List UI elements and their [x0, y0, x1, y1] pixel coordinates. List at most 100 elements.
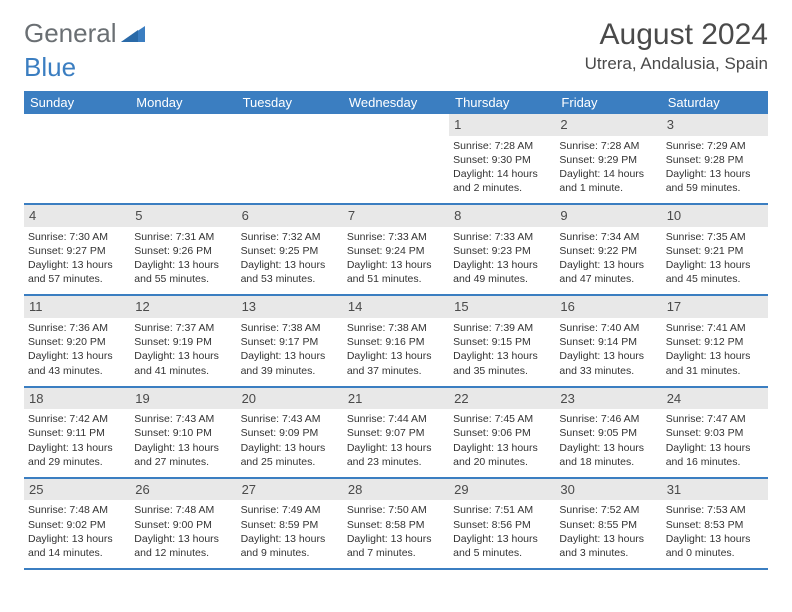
sunset-line: Sunset: 9:16 PM	[347, 335, 445, 349]
daylight-line: Daylight: 13 hours and 3 minutes.	[559, 532, 657, 560]
day-cell: 8Sunrise: 7:33 AMSunset: 9:23 PMDaylight…	[449, 205, 555, 294]
calendar: SundayMondayTuesdayWednesdayThursdayFrid…	[24, 91, 768, 570]
sunrise-line: Sunrise: 7:38 AM	[347, 321, 445, 335]
day-number-row: 8	[449, 205, 555, 227]
day-number-row: 5	[130, 205, 236, 227]
day-number-row: 17	[662, 296, 768, 318]
sunrise-line: Sunrise: 7:43 AM	[134, 412, 232, 426]
sunset-line: Sunset: 9:10 PM	[134, 426, 232, 440]
daylight-line: Daylight: 13 hours and 59 minutes.	[666, 167, 764, 195]
sunset-line: Sunset: 9:27 PM	[28, 244, 126, 258]
day-number: 15	[454, 299, 468, 314]
day-cell: 13Sunrise: 7:38 AMSunset: 9:17 PMDayligh…	[237, 296, 343, 385]
daylight-line: Daylight: 13 hours and 53 minutes.	[241, 258, 339, 286]
sunrise-line: Sunrise: 7:29 AM	[666, 139, 764, 153]
day-number: 10	[667, 208, 681, 223]
daylight-line: Daylight: 13 hours and 9 minutes.	[241, 532, 339, 560]
day-number: 24	[667, 391, 681, 406]
daylight-line: Daylight: 13 hours and 35 minutes.	[453, 349, 551, 377]
day-number-row: 12	[130, 296, 236, 318]
day-number: 28	[348, 482, 362, 497]
day-cell: 5Sunrise: 7:31 AMSunset: 9:26 PMDaylight…	[130, 205, 236, 294]
day-number-row: 9	[555, 205, 661, 227]
day-number: 22	[454, 391, 468, 406]
sunset-line: Sunset: 9:25 PM	[241, 244, 339, 258]
sunset-line: Sunset: 9:15 PM	[453, 335, 551, 349]
day-number: 20	[242, 391, 256, 406]
daylight-line: Daylight: 13 hours and 18 minutes.	[559, 441, 657, 469]
day-number-row: 15	[449, 296, 555, 318]
day-number-row: 27	[237, 479, 343, 501]
day-number-row	[237, 114, 343, 118]
day-number-row: 26	[130, 479, 236, 501]
sunrise-line: Sunrise: 7:32 AM	[241, 230, 339, 244]
day-cell: 23Sunrise: 7:46 AMSunset: 9:05 PMDayligh…	[555, 388, 661, 477]
daylight-line: Daylight: 13 hours and 43 minutes.	[28, 349, 126, 377]
day-number: 5	[135, 208, 142, 223]
month-title: August 2024	[585, 18, 768, 52]
day-number-row	[130, 114, 236, 118]
day-cell: 19Sunrise: 7:43 AMSunset: 9:10 PMDayligh…	[130, 388, 236, 477]
day-number-row: 1	[449, 114, 555, 136]
sunset-line: Sunset: 9:21 PM	[666, 244, 764, 258]
day-header: Wednesday	[343, 91, 449, 114]
day-number-row: 23	[555, 388, 661, 410]
day-cell: 28Sunrise: 7:50 AMSunset: 8:58 PMDayligh…	[343, 479, 449, 568]
sunrise-line: Sunrise: 7:30 AM	[28, 230, 126, 244]
day-header: Tuesday	[237, 91, 343, 114]
day-number-row: 16	[555, 296, 661, 318]
day-cell: 22Sunrise: 7:45 AMSunset: 9:06 PMDayligh…	[449, 388, 555, 477]
day-cell: 18Sunrise: 7:42 AMSunset: 9:11 PMDayligh…	[24, 388, 130, 477]
sunrise-line: Sunrise: 7:46 AM	[559, 412, 657, 426]
day-number-row: 24	[662, 388, 768, 410]
daylight-line: Daylight: 13 hours and 0 minutes.	[666, 532, 764, 560]
day-cell: 9Sunrise: 7:34 AMSunset: 9:22 PMDaylight…	[555, 205, 661, 294]
day-cell: 27Sunrise: 7:49 AMSunset: 8:59 PMDayligh…	[237, 479, 343, 568]
day-number: 4	[29, 208, 36, 223]
day-number-row: 20	[237, 388, 343, 410]
daylight-line: Daylight: 13 hours and 23 minutes.	[347, 441, 445, 469]
day-cell: 15 Sunrise: 7:39 AMSunset: 9:15 PMDayligh…	[449, 296, 555, 385]
day-cell: 11Sunrise: 7:36 AMSunset: 9:20 PMDayligh…	[24, 296, 130, 385]
sunrise-line: Sunrise: 7:37 AM	[134, 321, 232, 335]
sunrise-line: Sunrise: 7:39 AM	[453, 321, 551, 335]
day-number-row: 19	[130, 388, 236, 410]
sunrise-line: Sunrise: 7:50 AM	[347, 503, 445, 517]
sunset-line: Sunset: 9:07 PM	[347, 426, 445, 440]
logo-text-1: General	[24, 18, 117, 49]
sunrise-line: Sunrise: 7:38 AM	[241, 321, 339, 335]
sunrise-line: Sunrise: 7:52 AM	[559, 503, 657, 517]
day-number: 27	[242, 482, 256, 497]
daylight-line: Daylight: 13 hours and 45 minutes.	[666, 258, 764, 286]
day-header: Monday	[130, 91, 236, 114]
day-cell: 20Sunrise: 7:43 AMSunset: 9:09 PMDayligh…	[237, 388, 343, 477]
sunrise-line: Sunrise: 7:36 AM	[28, 321, 126, 335]
week-row: 18Sunrise: 7:42 AMSunset: 9:11 PMDayligh…	[24, 388, 768, 479]
day-number-row: 30	[555, 479, 661, 501]
sunset-line: Sunset: 9:24 PM	[347, 244, 445, 258]
sunset-line: Sunset: 9:00 PM	[134, 518, 232, 532]
day-number: 8	[454, 208, 461, 223]
day-number-row: 21	[343, 388, 449, 410]
day-cell: 30Sunrise: 7:52 AMSunset: 8:55 PMDayligh…	[555, 479, 661, 568]
sunset-line: Sunset: 9:12 PM	[666, 335, 764, 349]
day-number-row	[24, 114, 130, 118]
day-number-row	[343, 114, 449, 118]
sunrise-line: Sunrise: 7:51 AM	[453, 503, 551, 517]
day-cell: 3Sunrise: 7:29 AMSunset: 9:28 PMDaylight…	[662, 114, 768, 203]
sunset-line: Sunset: 9:29 PM	[559, 153, 657, 167]
day-number-row: 11	[24, 296, 130, 318]
day-number-row: 6	[237, 205, 343, 227]
sunset-line: Sunset: 8:53 PM	[666, 518, 764, 532]
daylight-line: Daylight: 13 hours and 25 minutes.	[241, 441, 339, 469]
day-number: 7	[348, 208, 355, 223]
logo-triangle-icon	[121, 24, 147, 44]
day-cell: 1Sunrise: 7:28 AMSunset: 9:30 PMDaylight…	[449, 114, 555, 203]
day-number: 14	[348, 299, 362, 314]
sunset-line: Sunset: 9:22 PM	[559, 244, 657, 258]
sunrise-line: Sunrise: 7:48 AM	[28, 503, 126, 517]
day-number-row: 28	[343, 479, 449, 501]
daylight-line: Daylight: 13 hours and 47 minutes.	[559, 258, 657, 286]
day-number: 30	[560, 482, 574, 497]
day-cell: 7Sunrise: 7:33 AMSunset: 9:24 PMDaylight…	[343, 205, 449, 294]
